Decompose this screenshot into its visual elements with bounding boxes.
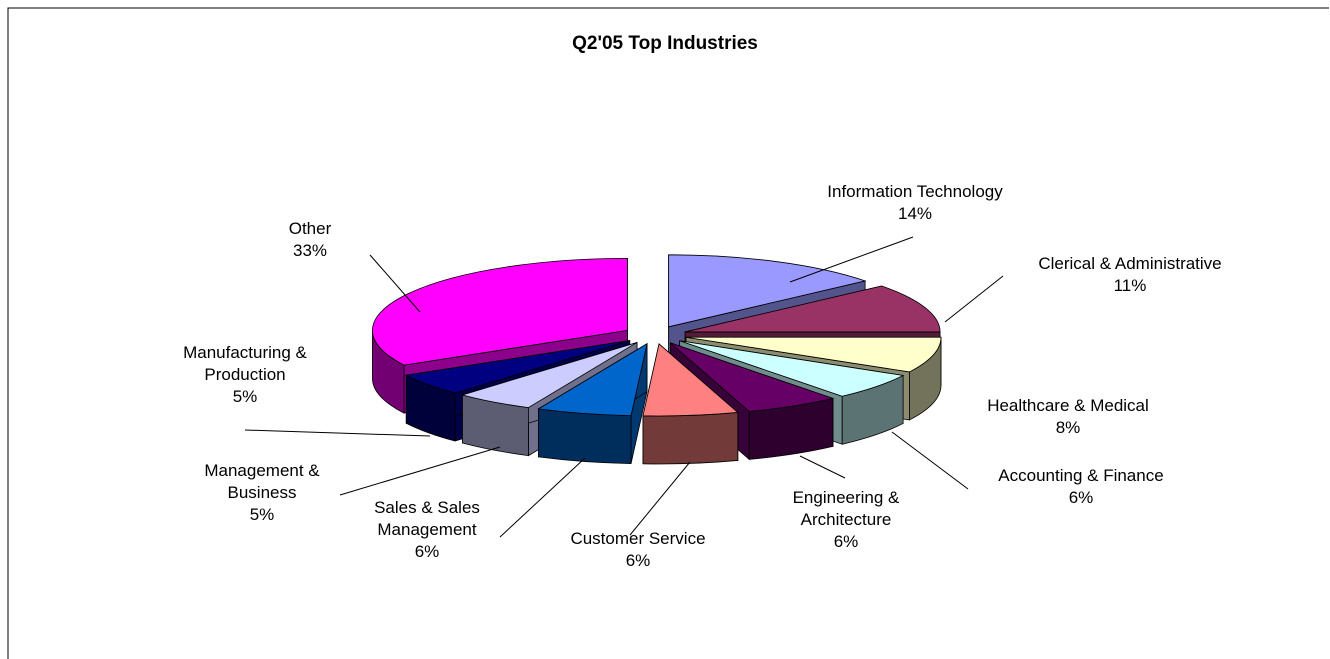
chart-border [7, 7, 1329, 659]
data-label: Sales & Sales Management 6% [362, 497, 492, 563]
slice [679, 340, 905, 397]
leader-line [891, 431, 969, 490]
leader-line [629, 461, 691, 536]
slice-wall [642, 412, 739, 465]
slice [642, 343, 739, 417]
data-label: Customer Service 6% [538, 528, 738, 572]
data-label: Management & Business 5% [192, 460, 332, 526]
category-label: Healthcare & Medical [987, 396, 1149, 415]
value-label: 5% [249, 505, 275, 524]
data-label: Engineering & Architecture 6% [786, 487, 906, 553]
data-label: Information Technology 14% [785, 181, 1045, 225]
slice [685, 285, 941, 333]
slice [460, 342, 638, 409]
value-label: 8% [1055, 418, 1081, 437]
value-label: 5% [232, 387, 258, 406]
value-label: 11% [1113, 276, 1147, 295]
slice [404, 340, 630, 394]
leader-line [369, 254, 421, 313]
value-label: 6% [625, 551, 651, 570]
value-label: 6% [833, 532, 859, 551]
leader-line [799, 455, 846, 479]
category-label: Clerical & Administrative [1038, 254, 1222, 273]
category-label: Accounting & Finance [998, 466, 1164, 485]
category-label: Sales & Sales Management [374, 498, 480, 539]
leader-line [339, 446, 501, 496]
category-label: Management & Business [204, 461, 320, 502]
category-label: Engineering & Architecture [792, 488, 900, 529]
slice [670, 342, 835, 412]
category-label: Other [288, 219, 332, 238]
value-label: 6% [414, 542, 440, 561]
chart-title: Q2'05 Top Industries [572, 33, 758, 54]
value-label: 33% [292, 241, 328, 260]
data-label: Accounting & Finance 6% [961, 465, 1201, 509]
leader-line [789, 236, 914, 283]
value-label: 14% [897, 204, 933, 223]
leader-line [499, 457, 586, 538]
slice [685, 336, 942, 373]
category-label: Manufacturing & Production [183, 343, 307, 384]
slice [537, 342, 648, 417]
data-label: Clerical & Administrative 11% [995, 253, 1265, 297]
data-label: Healthcare & Medical 8% [958, 395, 1178, 439]
data-label: Manufacturing & Production 5% [165, 342, 325, 408]
category-label: Information Technology [827, 182, 1003, 201]
slice-wall [538, 408, 632, 465]
value-label: 6% [1068, 488, 1094, 507]
leader-line [244, 429, 431, 437]
category-label: Customer Service [570, 529, 706, 548]
leader-line [944, 275, 1004, 323]
slice [372, 258, 628, 366]
data-label: Other 33% [260, 218, 360, 262]
